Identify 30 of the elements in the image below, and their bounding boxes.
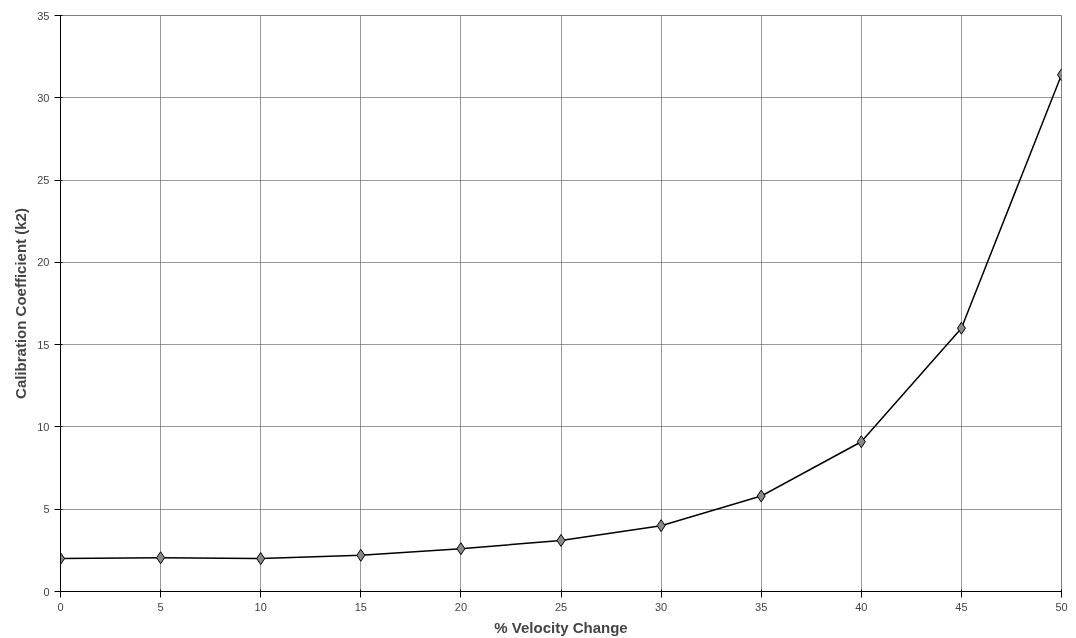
y-tick-label: 25 (37, 174, 50, 187)
x-tick-label: 50 (1055, 600, 1068, 613)
y-tick-label: 10 (37, 420, 50, 433)
point (456, 542, 466, 556)
x-tick-label: 20 (454, 600, 468, 613)
point (856, 435, 866, 449)
y-tick-label: 15 (37, 338, 50, 351)
x-axis-title: % Velocity Change (494, 618, 628, 636)
y-axis-title: Calibration Coefficient (k2) (12, 208, 30, 399)
x-tick-label: 5 (157, 600, 164, 613)
x-tick-label: 30 (654, 600, 668, 613)
point (156, 551, 166, 565)
point (956, 321, 966, 335)
y-tick-label: 20 (37, 256, 50, 269)
x-tick-label: 0 (57, 600, 64, 613)
x-tick-label: 15 (354, 600, 367, 613)
y-tick-label: 30 (37, 91, 50, 104)
y-tick-label: 0 (43, 585, 50, 598)
point (256, 552, 266, 566)
point (656, 519, 666, 533)
x-tick-label: 25 (554, 600, 568, 613)
point (356, 548, 366, 562)
point (756, 489, 766, 503)
x-tick-label: 10 (254, 600, 267, 613)
x-tick-label: 45 (955, 600, 968, 613)
y-tick-label: 5 (43, 503, 50, 516)
x-tick-label: 40 (855, 600, 868, 613)
y-tick-label: 35 (37, 9, 50, 22)
point (556, 533, 566, 547)
x-tick-label: 35 (755, 600, 768, 613)
